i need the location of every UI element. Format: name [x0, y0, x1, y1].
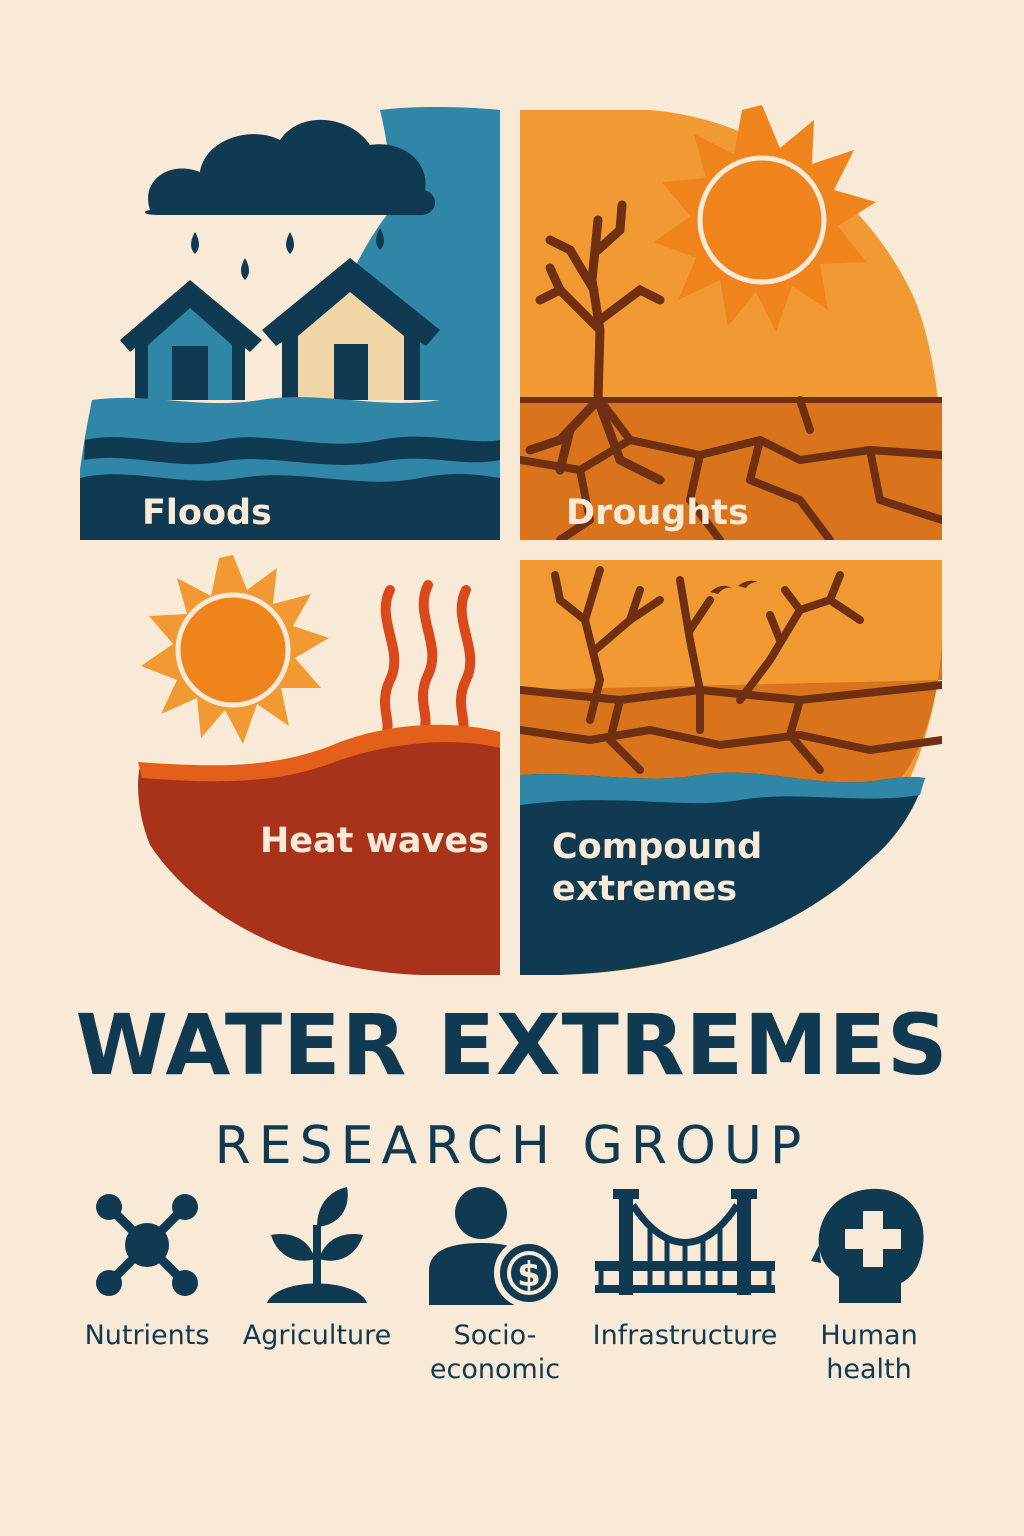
bridge-icon — [595, 1189, 775, 1295]
heat-waves-label: Heat waves — [260, 821, 489, 861]
head-cross-icon — [811, 1188, 924, 1303]
cracked-ground-icon — [520, 396, 942, 540]
house-icon — [262, 258, 440, 400]
heat-wave-lines-icon — [379, 580, 476, 740]
topic-agriculture: Agriculture — [222, 1185, 412, 1353]
page-title: WATER EXTREMES — [75, 996, 949, 1094]
heat-waves-quadrant — [80, 555, 500, 975]
droughts-label: Droughts — [566, 493, 749, 533]
topic-label: Socio- economic — [429, 1320, 561, 1385]
compound-extremes-label: Compound extremes — [552, 827, 763, 909]
svg-text:$: $ — [517, 1255, 541, 1295]
sun-icon — [654, 105, 876, 332]
house-icon — [120, 280, 262, 400]
topic-label: Agriculture — [242, 1320, 392, 1351]
page-subtitle: RESEARCH GROUP — [214, 1116, 810, 1176]
floods-label: Floods — [142, 493, 272, 533]
dead-tree-icon — [525, 200, 665, 485]
compound-extremes-quadrant — [520, 560, 942, 975]
molecule-icon — [96, 1194, 198, 1296]
birds-icon — [710, 580, 758, 594]
topic-label: Infrastructure — [592, 1320, 778, 1351]
dead-tree-icon — [551, 566, 864, 724]
topic-nutrients: Nutrients — [52, 1185, 242, 1353]
topic-human-health: Human health — [774, 1185, 964, 1387]
floods-quadrant — [80, 107, 500, 541]
sprout-icon — [267, 1187, 367, 1303]
rain-cloud-icon — [144, 119, 436, 215]
topic-label: Nutrients — [84, 1320, 210, 1351]
droughts-quadrant — [520, 105, 942, 540]
topic-label: Human health — [820, 1320, 918, 1385]
topic-infrastructure: Infrastructure — [590, 1185, 780, 1353]
circular-illustration — [80, 105, 942, 975]
sun-icon — [141, 555, 329, 744]
raindrops-icon — [191, 228, 384, 280]
topic-socio-economic: $ Socio- economic — [400, 1185, 590, 1387]
person-dollar-icon: $ — [429, 1187, 564, 1305]
